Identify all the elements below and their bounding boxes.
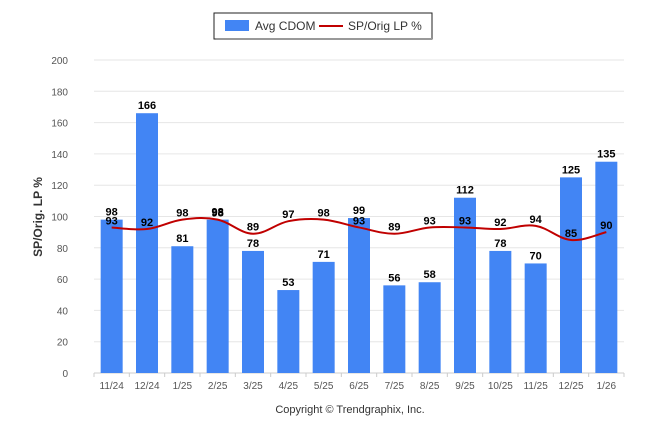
line-data-label: 93 — [424, 215, 436, 227]
y-tick-label: 200 — [51, 56, 68, 67]
x-tick-label: 7/25 — [385, 381, 405, 392]
x-tick-label: 9/25 — [455, 381, 475, 392]
bar-data-label: 78 — [247, 238, 259, 250]
bar — [383, 285, 406, 373]
bar-data-label: 98 — [212, 207, 224, 219]
line-data-label: 98 — [318, 208, 330, 220]
bar — [136, 113, 158, 374]
bar-data-label: 112 — [456, 185, 474, 197]
y-tick-label: 120 — [51, 181, 68, 192]
bar — [348, 218, 370, 373]
bar — [206, 219, 229, 373]
copyright-text: Copyright © Trendgraphix, Inc. — [275, 404, 424, 416]
bar-data-label: 58 — [424, 269, 436, 281]
bar — [100, 219, 123, 373]
x-tick-label: 12/24 — [134, 381, 159, 392]
y-tick-label: 20 — [57, 338, 69, 349]
x-tick-label: 4/25 — [279, 381, 299, 392]
bar-data-label: 70 — [530, 250, 542, 262]
bar — [560, 177, 582, 373]
data-labels: 98 166 81 98 78 53 71 99 56 58 112 78 70 125 135 93 92 98… — [106, 100, 616, 289]
line-data-label: 89 — [247, 222, 259, 234]
line-data-label: 98 — [212, 208, 224, 220]
bar-data-label: 135 — [597, 149, 615, 161]
y-tick-label: 180 — [51, 87, 68, 98]
line-data-label: 92 — [494, 217, 506, 229]
line-series — [111, 217, 607, 242]
bar-data-label: 99 — [353, 205, 365, 217]
y-tick-label: 40 — [57, 306, 69, 317]
line-data-label: 92 — [141, 217, 153, 229]
legend-shadow — [216, 38, 432, 40]
bar — [524, 263, 547, 373]
bar — [277, 290, 300, 373]
line-series-path — [111, 217, 607, 242]
line-data-label: 90 — [600, 220, 612, 232]
legend-bar-swatch — [225, 20, 249, 31]
legend-bar-label: Avg CDOM — [255, 19, 315, 33]
line-data-label: 97 — [282, 209, 294, 221]
bar-data-label: 78 — [494, 238, 506, 250]
bar — [454, 197, 476, 373]
bar-series — [100, 113, 618, 374]
y-tick-label: 80 — [57, 244, 69, 255]
bar-data-label: 56 — [388, 272, 400, 284]
line-data-label: 89 — [388, 222, 400, 234]
y-axis-ticks: 0 20 40 60 80 100 120 140 160 180 200 — [51, 56, 68, 380]
x-tick-label: 11/24 — [100, 381, 125, 392]
line-data-label: 93 — [106, 215, 118, 227]
y-axis-title: SP/Orig. LP % — [31, 177, 45, 257]
y-tick-label: 60 — [57, 275, 69, 286]
line-data-label: 98 — [176, 208, 188, 220]
bar-data-label: 81 — [176, 233, 188, 245]
line-data-label: 94 — [530, 214, 543, 226]
line-data-label: 93 — [459, 215, 471, 227]
bar-data-label: 98 — [106, 207, 118, 219]
x-tick-label: 2/25 — [208, 381, 228, 392]
x-tick-label: 1/26 — [597, 381, 617, 392]
y-tick-label: 140 — [51, 150, 68, 161]
line-data-label: 93 — [353, 215, 365, 227]
x-tick-label: 1/25 — [173, 381, 193, 392]
x-tick-label: 8/25 — [420, 381, 440, 392]
x-tick-label: 6/25 — [349, 381, 369, 392]
y-tick-label: 160 — [51, 119, 68, 130]
y-tick-label: 100 — [51, 213, 68, 224]
bar — [489, 250, 512, 373]
bar — [312, 261, 335, 373]
x-axis-ticks: 11/24 12/24 1/25 2/25 3/25 4/25 5/25 6/25 7/25 8/… — [93, 373, 625, 392]
x-tick-label: 10/25 — [488, 381, 513, 392]
bar — [242, 250, 264, 373]
y-tick-label: 0 — [62, 369, 68, 380]
x-tick-label: 11/25 — [524, 381, 549, 392]
bar — [171, 246, 194, 373]
x-tick-label: 12/25 — [558, 381, 583, 392]
x-tick-label: 5/25 — [314, 381, 334, 392]
legend: Avg CDOM SP/Orig LP % — [213, 12, 433, 40]
bar-data-label: 71 — [318, 249, 330, 261]
bar-data-label: 125 — [562, 164, 580, 176]
bar — [418, 282, 441, 373]
line-data-label: 85 — [565, 228, 577, 240]
bar-data-label: 166 — [138, 100, 156, 112]
bar — [595, 161, 618, 373]
x-tick-label: 3/25 — [243, 381, 263, 392]
bar-data-label: 53 — [282, 277, 294, 289]
legend-line-label: SP/Orig LP % — [348, 19, 422, 33]
